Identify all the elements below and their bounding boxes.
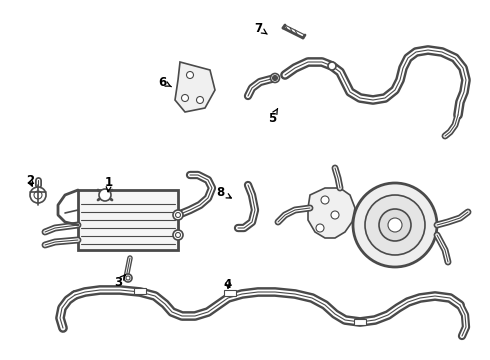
Text: 5: 5 bbox=[268, 109, 278, 125]
Circle shape bbox=[331, 211, 339, 219]
Text: 3: 3 bbox=[114, 275, 125, 289]
Circle shape bbox=[196, 96, 203, 104]
Circle shape bbox=[124, 274, 132, 282]
Text: 8: 8 bbox=[216, 185, 231, 198]
Circle shape bbox=[181, 94, 189, 102]
Circle shape bbox=[316, 224, 324, 232]
Circle shape bbox=[353, 183, 437, 267]
Circle shape bbox=[270, 73, 279, 82]
Polygon shape bbox=[308, 188, 355, 238]
Bar bbox=[78, 190, 178, 250]
Bar bbox=[224, 290, 236, 296]
Text: 1: 1 bbox=[105, 175, 113, 192]
Circle shape bbox=[99, 189, 111, 201]
Circle shape bbox=[30, 187, 46, 203]
Circle shape bbox=[321, 196, 329, 204]
Text: 4: 4 bbox=[224, 279, 232, 292]
Text: 6: 6 bbox=[158, 76, 172, 89]
Text: 7: 7 bbox=[254, 22, 267, 35]
Bar bbox=[134, 288, 146, 294]
Bar bbox=[354, 319, 366, 325]
Text: 2: 2 bbox=[26, 175, 34, 188]
Polygon shape bbox=[175, 62, 215, 112]
Circle shape bbox=[187, 72, 194, 78]
Circle shape bbox=[328, 62, 336, 70]
Circle shape bbox=[272, 76, 277, 81]
Circle shape bbox=[388, 218, 402, 232]
Circle shape bbox=[379, 209, 411, 241]
Circle shape bbox=[365, 195, 425, 255]
Circle shape bbox=[173, 230, 183, 240]
Circle shape bbox=[173, 210, 183, 220]
